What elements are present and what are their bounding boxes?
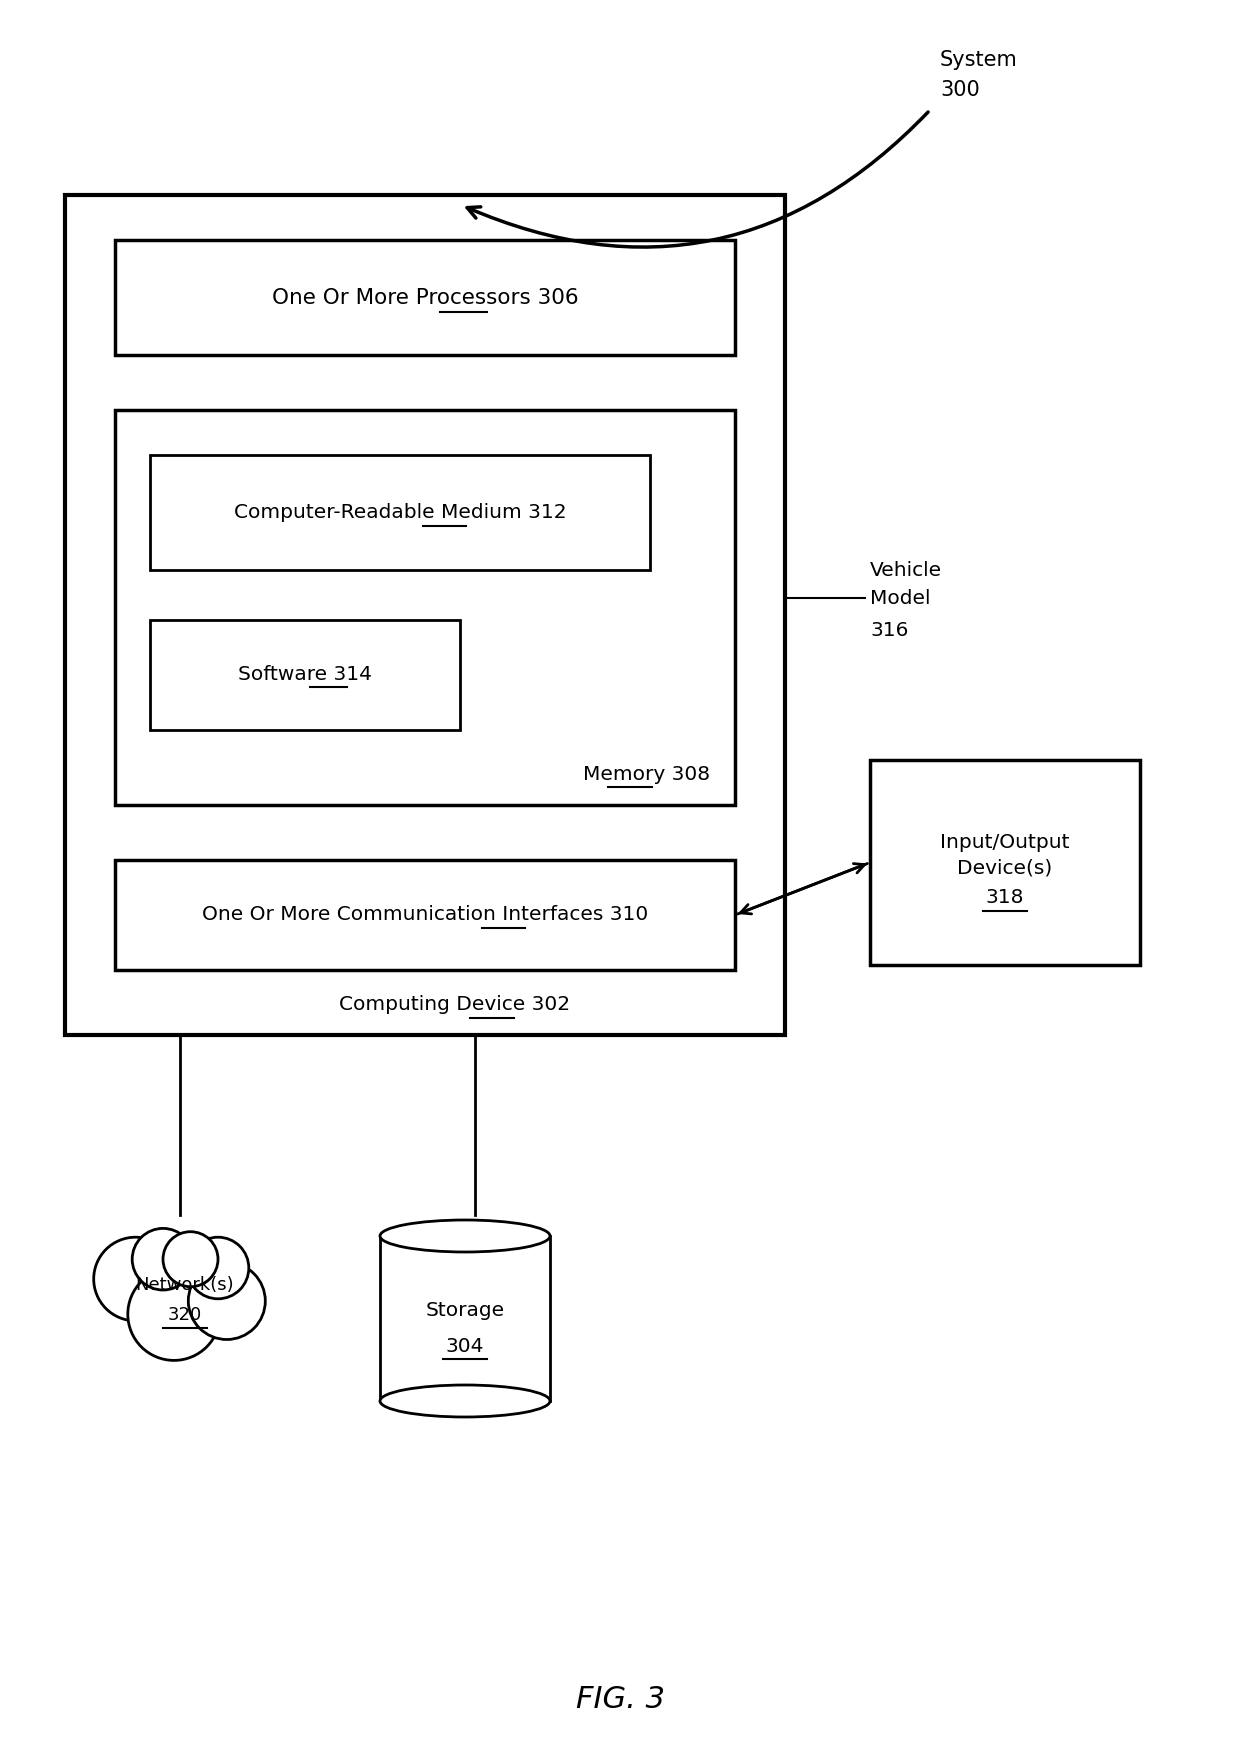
- Bar: [150, 620, 460, 731]
- Text: Input/Output: Input/Output: [940, 833, 1070, 852]
- Circle shape: [188, 1263, 265, 1340]
- Bar: [115, 410, 735, 805]
- Text: Network(s): Network(s): [135, 1277, 234, 1294]
- Text: FIG. 3: FIG. 3: [575, 1685, 665, 1715]
- Text: 304: 304: [445, 1337, 485, 1356]
- Text: Vehicle: Vehicle: [870, 560, 942, 579]
- Text: System: System: [940, 49, 1018, 70]
- Circle shape: [133, 1229, 193, 1291]
- Circle shape: [162, 1231, 218, 1287]
- Text: 320: 320: [167, 1307, 202, 1324]
- Bar: [115, 859, 735, 970]
- Text: 316: 316: [870, 620, 909, 639]
- Text: Computing Device 302: Computing Device 302: [340, 995, 570, 1014]
- Text: 318: 318: [986, 888, 1024, 907]
- Text: Computer-Readable Medium 312: Computer-Readable Medium 312: [233, 504, 567, 521]
- Ellipse shape: [379, 1384, 551, 1418]
- Bar: [379, 1236, 551, 1402]
- Bar: [870, 761, 1140, 965]
- Circle shape: [94, 1238, 177, 1321]
- Text: One Or More Communication Interfaces 310: One Or More Communication Interfaces 310: [202, 905, 649, 925]
- Circle shape: [187, 1238, 249, 1300]
- Text: 300: 300: [940, 79, 980, 100]
- Circle shape: [128, 1268, 221, 1361]
- Bar: [64, 195, 785, 1035]
- Text: Software 314: Software 314: [238, 666, 372, 685]
- Bar: [115, 239, 735, 356]
- Bar: [150, 454, 650, 571]
- Text: Storage: Storage: [425, 1301, 505, 1321]
- Text: Memory 308: Memory 308: [583, 766, 711, 784]
- Text: One Or More Processors 306: One Or More Processors 306: [272, 287, 578, 308]
- Text: Device(s): Device(s): [957, 858, 1053, 877]
- Text: Model: Model: [870, 588, 930, 608]
- Ellipse shape: [379, 1220, 551, 1252]
